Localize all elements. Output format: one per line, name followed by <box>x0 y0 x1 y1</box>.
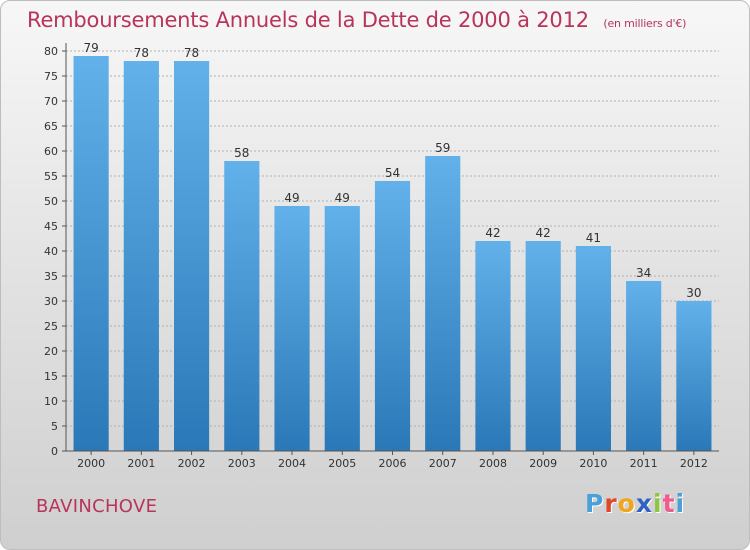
x-tick-label: 2000 <box>77 457 105 470</box>
logo-letter: i <box>653 489 663 518</box>
logo-letter: i <box>675 489 686 518</box>
x-tick-label: 2012 <box>680 457 708 470</box>
bar <box>324 206 360 451</box>
bar-value-label: 42 <box>485 226 500 240</box>
bar-value-label: 41 <box>586 231 601 245</box>
bar <box>626 281 662 451</box>
y-tick-label: 20 <box>44 345 58 358</box>
x-tick-label: 2008 <box>479 457 507 470</box>
x-tick-label: 2002 <box>178 457 206 470</box>
y-tick-label: 45 <box>44 220 58 233</box>
bar <box>374 181 411 451</box>
bar-value-label: 49 <box>335 191 350 205</box>
bar <box>73 56 109 451</box>
y-tick-label: 50 <box>44 195 58 208</box>
x-tick-label: 2006 <box>379 457 407 470</box>
bar <box>425 156 461 451</box>
y-axis-ticks: 0 5 10 15 20 25 30 35 40 45 50 55 60 65 70 75 80 <box>44 45 66 458</box>
bar <box>525 241 561 451</box>
y-tick-label: 70 <box>44 95 58 108</box>
y-tick-label: 60 <box>44 145 58 158</box>
y-tick-label: 30 <box>44 295 58 308</box>
bar-value-label: 42 <box>536 226 551 240</box>
place-name: BAVINCHOVE <box>36 496 158 517</box>
bar-value-label: 58 <box>234 146 249 160</box>
logo-letter: o <box>617 489 636 518</box>
x-tick-label: 2009 <box>529 457 557 470</box>
y-tick-label: 5 <box>51 420 58 433</box>
y-tick-label: 10 <box>44 395 58 408</box>
y-tick-label: 75 <box>44 70 58 83</box>
bar <box>575 246 612 451</box>
bar <box>224 161 260 451</box>
bar-value-label: 54 <box>385 166 400 180</box>
logo-letter: P <box>585 489 605 518</box>
chart-title-text: Remboursements Annuels de la Dette de 20… <box>27 8 589 32</box>
axes <box>65 43 719 452</box>
proxiti-logo: Proxiti <box>585 489 685 518</box>
bar-value-label: 78 <box>184 46 199 60</box>
x-axis-labels: 2000 2001 2002 2003 2004 2005 2006 2007 2008 2009… <box>77 451 708 470</box>
x-tick-label: 2001 <box>127 457 155 470</box>
chart-unit: (en milliers d'€) <box>603 17 687 30</box>
x-tick-label: 2005 <box>328 457 356 470</box>
y-tick-label: 35 <box>44 270 58 283</box>
y-tick-label: 80 <box>44 45 58 58</box>
y-tick-label: 25 <box>44 320 58 333</box>
bar-value-label: 59 <box>435 141 450 155</box>
bar-value-label: 79 <box>83 41 98 55</box>
bar <box>475 241 511 451</box>
logo-letter: r <box>604 489 618 518</box>
bar-value-label: 30 <box>686 286 701 300</box>
x-tick-label: 2007 <box>429 457 457 470</box>
bar-value-label: 49 <box>284 191 299 205</box>
y-tick-label: 40 <box>44 245 58 258</box>
y-tick-label: 55 <box>44 170 58 183</box>
x-tick-label: 2010 <box>579 457 607 470</box>
bar <box>123 61 159 451</box>
y-tick-label: 0 <box>51 445 58 458</box>
chart-title: Remboursements Annuels de la Dette de 20… <box>27 8 686 32</box>
x-tick-label: 2003 <box>228 457 256 470</box>
bar-value-label: 78 <box>134 46 149 60</box>
bar-value-label: 34 <box>636 266 651 280</box>
bar <box>274 206 310 451</box>
bars-group: 79 78 78 58 49 49 54 59 42 42 41 34 30 <box>73 41 712 451</box>
bar <box>676 301 712 451</box>
logo-letter: t <box>662 489 676 518</box>
bar <box>173 61 210 451</box>
y-tick-label: 15 <box>44 370 58 383</box>
logo-letter: x <box>635 489 653 518</box>
x-tick-label: 2004 <box>278 457 306 470</box>
y-tick-label: 65 <box>44 120 58 133</box>
x-tick-label: 2011 <box>630 457 658 470</box>
